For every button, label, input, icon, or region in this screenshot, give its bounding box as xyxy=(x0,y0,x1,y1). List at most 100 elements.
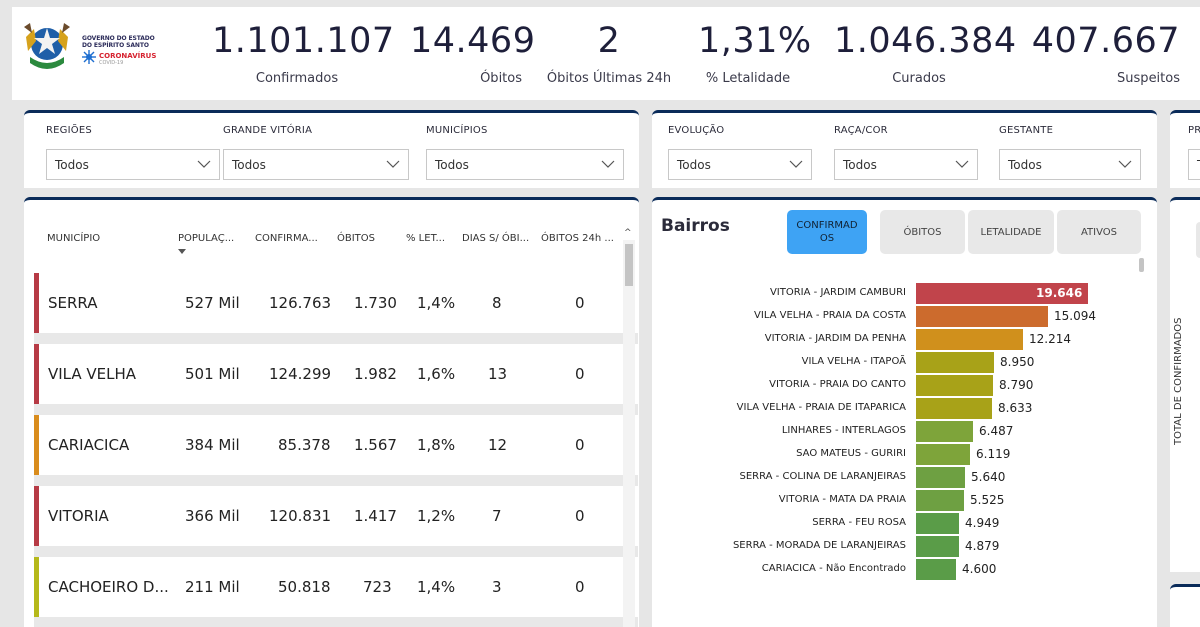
table-row[interactable]: VILA VELHA 501 Mil 124.299 1.982 1,6% 13… xyxy=(34,344,638,404)
tab-button-partial[interactable] xyxy=(1196,222,1200,258)
tab-label: ÓBITOS xyxy=(903,226,942,238)
row-divider xyxy=(34,404,638,415)
bar-mark[interactable] xyxy=(916,444,970,465)
bar-mark[interactable] xyxy=(916,513,959,534)
cell-municipio: VILA VELHA xyxy=(48,365,137,383)
bar-category-label: VILA VELHA - PRAIA DA COSTA xyxy=(754,310,906,321)
table-row[interactable]: VITORIA 366 Mil 120.831 1.417 1,2% 7 0 xyxy=(34,486,638,546)
bar-mark[interactable] xyxy=(916,283,1088,304)
bar-mark[interactable] xyxy=(916,467,965,488)
table-row[interactable]: CACHOEIRO D... 211 Mil 50.818 723 1,4% 3… xyxy=(34,557,638,617)
chart-scrollbar-thumb[interactable] xyxy=(1139,258,1144,272)
tab-letalidade[interactable]: LETALIDADE xyxy=(968,210,1054,254)
col-municipio[interactable]: MUNICÍPIO xyxy=(47,233,101,244)
tab-ativos[interactable]: ATIVOS xyxy=(1057,210,1141,254)
tab-obitos[interactable]: ÓBITOS xyxy=(880,210,965,254)
bar-value-label: 5.640 xyxy=(971,470,1006,484)
table-scrollbar[interactable]: ^ xyxy=(623,228,635,627)
cell-populacao: 527 Mil xyxy=(185,294,240,312)
bar-value-label: 12.214 xyxy=(1029,332,1071,346)
cell-obitos: 1.417 xyxy=(354,507,397,525)
gov-name-line1: GOVERNO DO ESTADO xyxy=(82,35,155,42)
bar-mark[interactable] xyxy=(916,559,956,580)
bar-value-label: 15.094 xyxy=(1054,309,1096,323)
bar-mark[interactable] xyxy=(916,375,993,396)
table-header: MUNICÍPIO POPULAÇ... CONFIRMA... ÓBITOS … xyxy=(24,230,639,250)
bar-mark[interactable] xyxy=(916,398,992,419)
cell-obitos: 1.730 xyxy=(354,294,397,312)
sort-desc-icon[interactable] xyxy=(178,249,186,254)
bar-mark[interactable] xyxy=(916,421,973,442)
bar-category-label: SAO MATEUS - GURIRI xyxy=(796,448,906,459)
cell-populacao: 501 Mil xyxy=(185,365,240,383)
filter-label: GRANDE VITÓRIA xyxy=(223,125,313,136)
bar-mark[interactable] xyxy=(916,490,964,511)
grande-vitoria-dropdown[interactable]: Todos xyxy=(223,149,409,180)
regioes-dropdown[interactable]: Todos xyxy=(46,149,220,180)
evolucao-dropdown[interactable]: Todos xyxy=(668,149,812,180)
cell-confirmados: 126.763 xyxy=(269,294,332,312)
municipios-dropdown[interactable]: Todos xyxy=(426,149,624,180)
row-divider xyxy=(34,475,638,486)
bar-mark[interactable] xyxy=(916,352,994,373)
filter-gestante: GESTANTE Todos xyxy=(999,125,1141,180)
pr-dropdown[interactable]: To xyxy=(1188,149,1200,180)
table-row[interactable]: SERRA 527 Mil 126.763 1.730 1,4% 8 0 xyxy=(34,273,638,333)
bar-category-label: VILA VELHA - PRAIA DE ITAPARICA xyxy=(736,402,906,413)
dropdown-value: Todos xyxy=(1008,158,1042,172)
filter-label: GESTANTE xyxy=(999,125,1054,136)
kpi-value: 2 xyxy=(597,21,621,61)
bar-category-label: VITORIA - MATA DA PRAIA xyxy=(778,494,906,505)
tab-confirmados[interactable]: CONFIRMADOS xyxy=(787,210,867,254)
cell-municipio: VITORIA xyxy=(48,507,109,525)
bar-value-label: 4.949 xyxy=(965,516,1000,530)
filter-label: MUNICÍPIOS xyxy=(426,125,488,136)
kpi-label: Confirmados xyxy=(255,71,339,86)
cell-confirmados: 120.831 xyxy=(269,507,332,525)
cell-municipio: SERRA xyxy=(48,294,98,312)
bairros-chart-card: Bairros CONFIRMADOS ÓBITOS LETALIDADE AT… xyxy=(652,197,1157,627)
chevron-down-icon xyxy=(789,160,803,168)
cell-obitos24: 0 xyxy=(575,436,585,454)
bairros-title: Bairros xyxy=(661,216,730,236)
dropdown-value: Todos xyxy=(435,158,469,172)
col-letalidade[interactable]: % LET... xyxy=(406,233,446,244)
kpi-suspeitos: 407.667 Suspeitos xyxy=(1030,21,1180,86)
bar-mark[interactable] xyxy=(916,306,1048,327)
col-obitos[interactable]: ÓBITOS xyxy=(337,233,376,244)
table-row[interactable]: CARIACICA 384 Mil 85.378 1.567 1,8% 12 0 xyxy=(34,415,638,475)
chevron-down-icon xyxy=(197,160,211,168)
bar-value-label: 8.633 xyxy=(998,401,1033,415)
dropdown-value: To xyxy=(1197,158,1200,172)
kpi-obitos-24h: 2 Óbitos Últimas 24h xyxy=(544,21,674,86)
filter-pr: PR To xyxy=(1188,125,1200,180)
government-logo: GOVERNO DO ESTADO DO ESPÍRITO SANTO CORO… xyxy=(20,19,180,77)
kpi-label: Óbitos xyxy=(480,71,522,86)
cell-obitos24: 0 xyxy=(575,507,585,525)
raca-cor-dropdown[interactable]: Todos xyxy=(834,149,978,180)
bar-category-label: VITORIA - JARDIM CAMBURI xyxy=(769,287,906,298)
cell-obitos: 723 xyxy=(363,578,392,596)
row-color-marker xyxy=(34,273,39,333)
bar-value-label: 19.646 xyxy=(1036,286,1083,300)
cell-letalidade: 1,4% xyxy=(417,294,456,312)
col-obitos-24h[interactable]: ÓBITOS 24h ... xyxy=(541,233,614,244)
cell-municipio: CARIACICA xyxy=(48,436,130,454)
bar-mark[interactable] xyxy=(916,536,959,557)
filter-municipios: MUNICÍPIOS Todos xyxy=(426,125,624,180)
kpi-value: 407.667 xyxy=(1031,21,1180,61)
cell-letalidade: 1,8% xyxy=(417,436,456,454)
cell-dias: 12 xyxy=(488,436,508,454)
bar-value-label: 6.487 xyxy=(979,424,1014,438)
bar-mark[interactable] xyxy=(916,329,1023,350)
filter-label: EVOLUÇÃO xyxy=(668,125,725,136)
col-dias-sem-obito[interactable]: DIAS S/ ÓBI... xyxy=(462,233,530,244)
scroll-up-icon[interactable]: ^ xyxy=(624,228,632,238)
filter-evolucao: EVOLUÇÃO Todos xyxy=(668,125,812,180)
row-color-marker xyxy=(34,344,39,404)
bottom-card-partial xyxy=(1170,584,1200,627)
col-populacao[interactable]: POPULAÇ... xyxy=(178,233,235,244)
gestante-dropdown[interactable]: Todos xyxy=(999,149,1141,180)
scrollbar-thumb[interactable] xyxy=(625,244,633,286)
col-confirmados[interactable]: CONFIRMA... xyxy=(255,233,318,244)
